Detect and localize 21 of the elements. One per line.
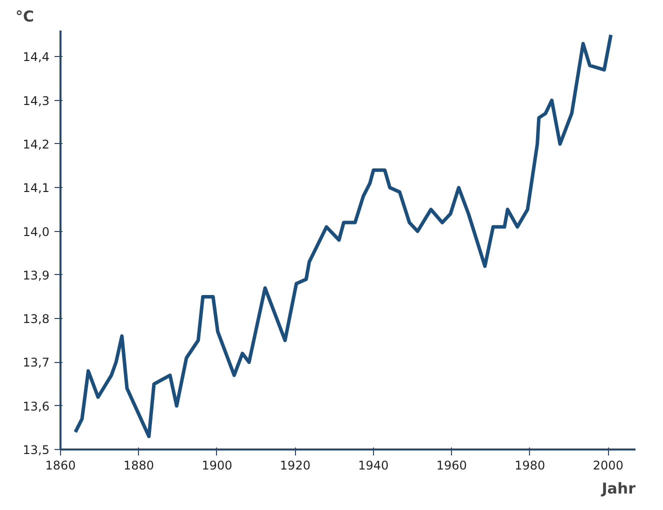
y-tick-label: 13,8 — [22, 312, 50, 326]
x-tick-label: 1920 — [280, 458, 310, 472]
y-tick-label: 14,0 — [22, 224, 50, 239]
x-tick-label: 2000 — [592, 458, 624, 472]
line-series — [74, 33, 613, 438]
y-tick-label: 14,1 — [22, 181, 50, 196]
y-tick-label: 14,3 — [22, 94, 50, 108]
x-tick-label: 1960 — [436, 458, 467, 472]
x-tick-label: 1860 — [45, 458, 76, 472]
y-axis-title: °C — [16, 8, 34, 26]
y-tick-label: 13,6 — [22, 399, 50, 414]
x-tick-label: 1980 — [514, 458, 546, 472]
y-tick-label: 13,9 — [22, 268, 50, 282]
y-tick-label: 14,2 — [22, 137, 50, 152]
x-tick-label: 1940 — [358, 458, 389, 472]
y-tick-label: 13,7 — [22, 356, 50, 370]
x-tick-label: 1880 — [123, 458, 154, 472]
x-axis-title: Jahr — [600, 480, 636, 498]
y-tick-label: 13,5 — [22, 443, 50, 457]
x-tick-label: 1900 — [202, 458, 232, 472]
y-tick-label: 14,4 — [22, 50, 50, 64]
